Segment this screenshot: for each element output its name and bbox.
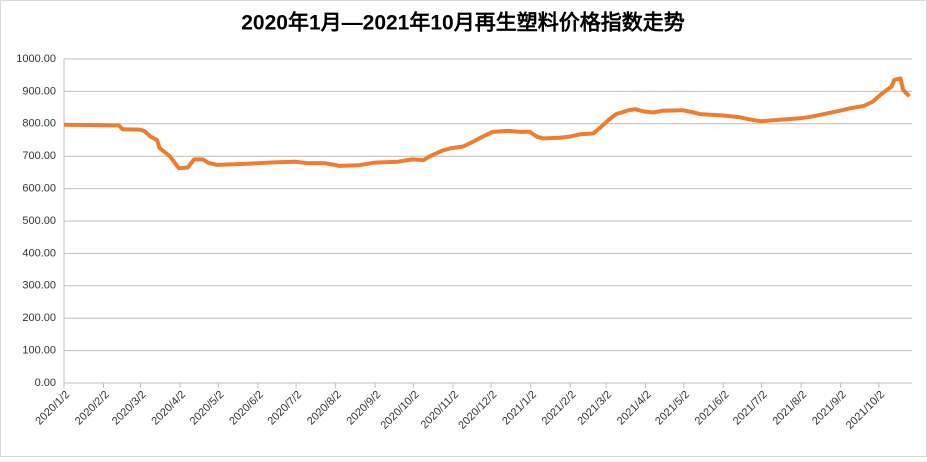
y-tick-label: 400.00 [22, 247, 56, 259]
y-tick-label: 0.00 [35, 377, 56, 389]
y-tick-label: 600.00 [22, 183, 56, 195]
chart-title: 2020年1月—2021年10月再生塑料价格指数走势 [241, 11, 684, 35]
y-tick-label: 800.00 [22, 118, 56, 130]
y-tick-label: 200.00 [22, 312, 56, 324]
y-tick-label: 1000.00 [16, 53, 56, 65]
y-tick-label: 900.00 [22, 85, 56, 97]
y-tick-label: 100.00 [22, 345, 56, 357]
data-line [63, 76, 911, 171]
y-tick-label: 500.00 [22, 215, 56, 227]
y-tick-label: 700.00 [22, 150, 56, 162]
y-tick-label: 300.00 [22, 280, 56, 292]
